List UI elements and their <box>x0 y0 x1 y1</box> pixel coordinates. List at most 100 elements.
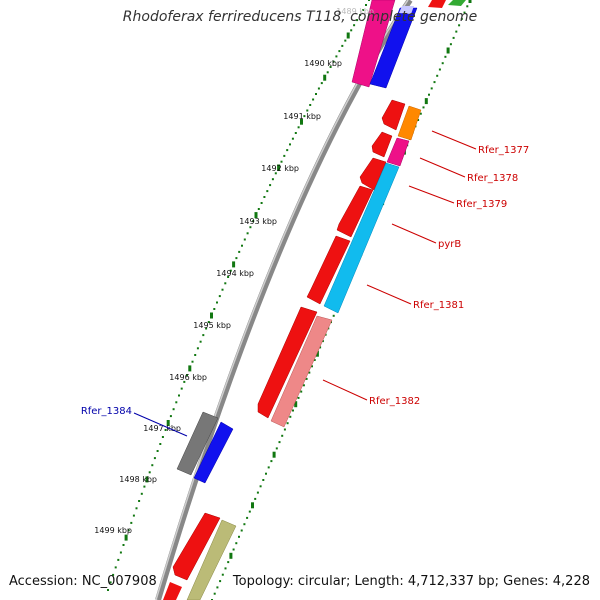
outer-tick-mark <box>455 30 458 33</box>
gene-cyan-pyrb[interactable] <box>323 162 400 314</box>
outer-tick-mark <box>446 47 450 54</box>
outer-tick-mark <box>289 415 292 418</box>
outer-tick-mark <box>332 314 335 317</box>
gene-label-rfer1381[interactable]: Rfer_1381 <box>413 300 464 311</box>
inner-tick-mark <box>291 137 294 140</box>
outer-tick-mark <box>315 350 319 357</box>
leader-rfer1384 <box>133 412 188 437</box>
gene-top-lightblue[interactable] <box>399 6 414 14</box>
scale-label-1496: 1496 kbp <box>169 373 207 382</box>
scale-label-1498: 1498 kbp <box>119 475 157 484</box>
outer-tick-mark <box>433 81 436 84</box>
outer-tick-mark <box>321 340 324 343</box>
scale-label-1497: 1497 kbp <box>143 424 181 433</box>
outer-tick-mark <box>272 451 276 458</box>
inner-tick-mark <box>112 573 115 576</box>
inner-tick-mark <box>188 365 192 372</box>
gene-top-red[interactable] <box>428 0 446 8</box>
inner-tick-mark <box>140 492 143 495</box>
outer-tick-mark <box>463 11 466 14</box>
gene-magenta-rfer1378[interactable] <box>386 137 410 167</box>
scale-label-1495: 1495 kbp <box>193 321 231 330</box>
outer-tick-mark <box>460 17 463 20</box>
gene-label-rfer1379[interactable]: Rfer_1379 <box>456 199 507 210</box>
inner-tick-mark <box>346 32 350 39</box>
inner-tick-mark <box>329 66 332 68</box>
inner-tick-mark <box>130 521 133 524</box>
gene-red-1[interactable] <box>381 99 406 131</box>
outer-tick-mark <box>216 586 219 589</box>
gene-blue-2[interactable] <box>193 421 234 484</box>
gene-orange-rfer1377[interactable] <box>397 105 422 141</box>
leader-rfer1382 <box>322 379 368 401</box>
inner-tick-mark <box>359 14 362 16</box>
inner-tick-mark <box>317 87 320 90</box>
inner-tick-mark <box>252 220 255 223</box>
outer-tick-mark <box>227 561 230 564</box>
inner-tick-mark <box>238 250 241 253</box>
outer-tick-mark <box>430 87 433 90</box>
inner-tick-mark <box>196 347 199 350</box>
inner-tick-mark <box>218 295 221 298</box>
inner-tick-mark <box>353 24 356 27</box>
gene-label-pyrb[interactable]: pyrB <box>438 239 461 250</box>
outer-tick-mark <box>246 516 249 519</box>
inner-tick-mark <box>161 436 164 438</box>
gene-red-4[interactable] <box>336 185 374 238</box>
gene-red-3[interactable] <box>359 157 387 191</box>
outer-tick-mark <box>224 567 227 570</box>
inner-tick-mark <box>289 143 291 146</box>
inner-tick-mark <box>243 238 246 241</box>
outer-tick-mark <box>256 491 259 494</box>
outer-tick-mark <box>278 441 281 444</box>
gene-olive[interactable] <box>186 519 237 600</box>
gene-red-8[interactable] <box>163 582 182 600</box>
gene-pink-rfer1382[interactable] <box>270 315 333 428</box>
gene-top-green[interactable] <box>448 0 466 6</box>
inner-tick-mark <box>257 208 260 210</box>
gene-red-7[interactable] <box>172 512 221 581</box>
outer-tick-mark <box>449 43 452 46</box>
outer-tick-mark <box>267 466 270 469</box>
outer-tick-mark <box>302 384 305 387</box>
inner-tick-mark <box>356 19 359 22</box>
inner-tick-mark <box>341 44 344 47</box>
inner-tick-mark <box>119 551 122 554</box>
inner-tick-mark <box>274 172 277 175</box>
inner-tick-mark <box>175 401 178 404</box>
gene-red-6[interactable] <box>257 306 318 419</box>
leader-rfer1381 <box>366 284 412 305</box>
genome-summary-label: Topology: circular; Length: 4,712,337 bp… <box>232 574 590 589</box>
inner-tick-mark <box>109 581 112 584</box>
inner-tick-mark <box>232 261 236 268</box>
inner-tick-mark <box>269 184 272 187</box>
outer-tick-mark <box>240 529 243 532</box>
outer-tick-mark <box>270 460 273 463</box>
outer-tick-mark <box>308 371 311 374</box>
outer-tick-mark <box>300 390 303 393</box>
gene-top-magenta[interactable] <box>351 0 396 88</box>
gene-label-rfer1384[interactable]: Rfer_1384 <box>81 406 132 417</box>
gene-label-rfer1378[interactable]: Rfer_1378 <box>467 173 518 184</box>
inner-tick-mark <box>127 529 130 532</box>
outer-tick-mark <box>254 497 257 500</box>
inner-tick-mark <box>117 558 120 561</box>
genome-axis-highlight <box>155 0 409 600</box>
gene-red-2[interactable] <box>371 131 393 158</box>
outer-tick-mark <box>441 62 444 65</box>
outer-tick-mark <box>436 74 439 77</box>
outer-tick-mark <box>452 36 455 39</box>
outer-tick-mark <box>311 365 313 368</box>
inner-tick-mark <box>283 154 286 157</box>
inner-tick-mark <box>335 55 338 58</box>
gene-label-rfer1382[interactable]: Rfer_1382 <box>369 396 420 407</box>
gene-gray-rfer1384[interactable] <box>176 411 219 476</box>
outer-tick-mark <box>424 98 428 105</box>
inner-tick-mark <box>271 178 274 181</box>
outer-tick-mark <box>248 510 251 513</box>
scale-label-1492: 1492 kbp <box>261 164 299 173</box>
gene-red-5[interactable] <box>306 235 351 305</box>
outer-tick-mark <box>466 5 469 8</box>
scale-label-1493: 1493 kbp <box>239 217 277 226</box>
gene-label-rfer1377[interactable]: Rfer_1377 <box>478 145 529 156</box>
